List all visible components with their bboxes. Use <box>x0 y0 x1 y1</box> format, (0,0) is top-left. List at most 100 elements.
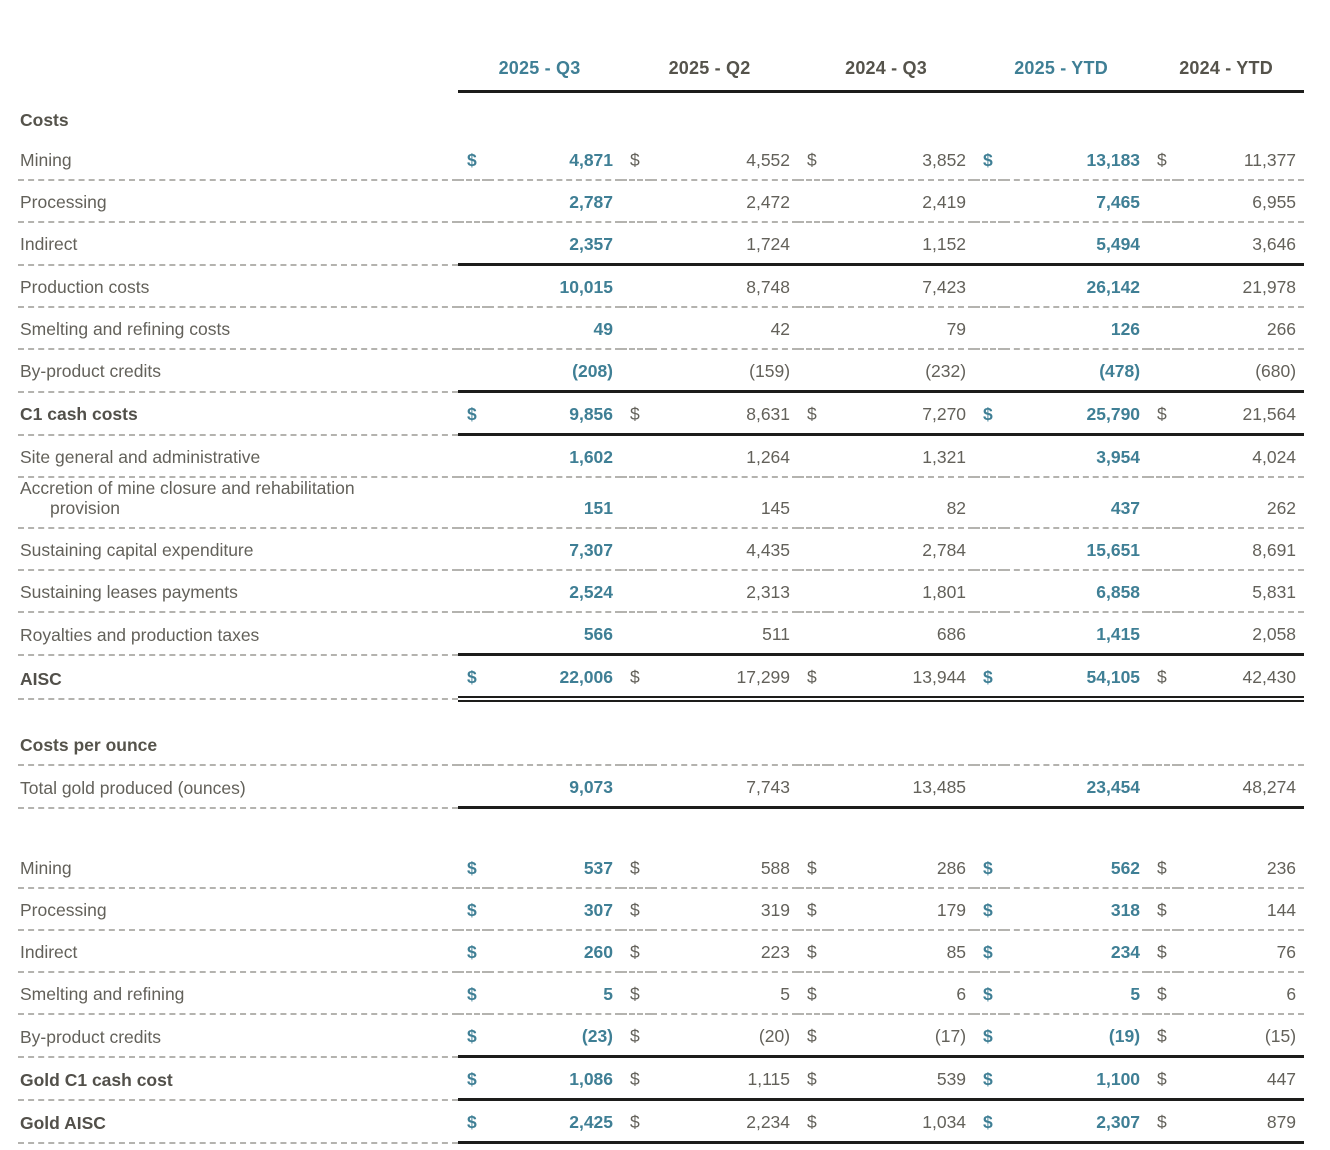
table-row-gold-aisc: Gold AISC $2,425 $2,234 $1,034 $2,307 $879 <box>18 1099 1305 1145</box>
row-label: AISC <box>18 654 458 701</box>
row-label: Smelting and refining <box>18 972 458 1016</box>
dollar-sign <box>1148 307 1179 350</box>
dollar-sign <box>974 528 1005 572</box>
cell-value: 7,465 <box>1004 180 1149 223</box>
costs-table-body: Costs Mining $4,871 $4,552 $3,852 $13,183 $11,… <box>18 92 1305 1145</box>
cell-value: 1,264 <box>651 434 799 478</box>
row-label: By-product credits <box>18 349 458 393</box>
cell-value: 2,058 <box>1178 612 1305 657</box>
row-label: Accretion of mine closure and rehabilita… <box>18 477 458 530</box>
cell-value: 79 <box>828 307 975 350</box>
cell-value: 3,852 <box>828 139 975 181</box>
dollar-sign <box>1148 765 1179 810</box>
dollar-sign <box>458 570 488 614</box>
cell-value: 562 <box>1004 847 1149 890</box>
dollar-sign: $ <box>621 972 652 1016</box>
dollar-sign: $ <box>798 1056 829 1102</box>
cell-value: 7,743 <box>651 765 799 810</box>
cell-value: 879 <box>1178 1099 1305 1145</box>
table-row-total-gold-produced-ounces: Total gold produced (ounces) 9,073 7,743 13… <box>18 765 1305 810</box>
row-label: Royalties and production taxes <box>18 612 458 656</box>
dollar-sign <box>458 477 488 530</box>
cell-value: 1,086 <box>488 1056 622 1102</box>
dollar-sign: $ <box>974 654 1005 703</box>
cell-value: 151 <box>488 477 622 530</box>
dollar-sign <box>974 307 1005 350</box>
dollar-sign <box>621 612 652 657</box>
cell-value: 4,024 <box>1178 434 1305 478</box>
row-label: Mining <box>18 139 458 181</box>
dollar-sign <box>798 222 829 266</box>
row-label: Site general and administrative <box>18 434 458 478</box>
row-label: Total gold produced (ounces) <box>18 765 458 809</box>
cell-value: 223 <box>651 930 799 974</box>
section-row-costs-per-ounce: Costs per ounce <box>18 718 1305 767</box>
dollar-sign <box>974 570 1005 614</box>
dollar-sign: $ <box>974 888 1005 932</box>
dollar-sign: $ <box>458 972 488 1016</box>
dollar-sign: $ <box>974 1014 1005 1059</box>
dollar-sign: $ <box>1148 972 1179 1016</box>
row-label: Mining <box>18 847 458 890</box>
cell-value: (232) <box>828 349 975 393</box>
dollar-sign: $ <box>1148 1014 1179 1059</box>
dollar-sign: $ <box>1148 888 1179 932</box>
table-row-processing: Processing 2,787 2,472 2,419 7,465 6,955 <box>18 180 1305 223</box>
dollar-sign: $ <box>798 391 829 436</box>
cell-value: (680) <box>1178 349 1305 393</box>
cell-value: 179 <box>828 888 975 932</box>
dollar-sign <box>798 307 829 350</box>
dollar-sign: $ <box>1148 654 1179 703</box>
header-label-spacer <box>18 40 458 92</box>
dollar-sign: $ <box>621 1056 652 1102</box>
cell-value: 6,858 <box>1004 570 1149 614</box>
dollar-sign <box>458 434 488 478</box>
dollar-sign <box>798 570 829 614</box>
spacer-row <box>18 699 1304 718</box>
cell-value: 6,955 <box>1178 180 1305 223</box>
dollar-sign: $ <box>798 139 829 181</box>
dollar-sign: $ <box>1148 139 1179 181</box>
cell-value: 236 <box>1178 847 1305 890</box>
dollar-sign <box>798 180 829 223</box>
cell-value: (17) <box>828 1014 975 1059</box>
cell-value: 1,415 <box>1004 612 1149 657</box>
cell-value: (19) <box>1004 1014 1149 1059</box>
dollar-sign: $ <box>974 1056 1005 1102</box>
cell-value: 4,435 <box>651 528 799 572</box>
dollar-sign: $ <box>1148 391 1179 436</box>
dollar-sign <box>621 528 652 572</box>
cell-value: 85 <box>828 930 975 974</box>
cell-value: 8,631 <box>651 391 799 436</box>
dollar-sign <box>974 477 1005 530</box>
dollar-sign: $ <box>798 1099 829 1145</box>
dollar-sign: $ <box>1148 1099 1179 1145</box>
cell-value: 17,299 <box>651 654 799 703</box>
table-row-aisc: AISC $22,006 $17,299 $13,944 $54,105 $42,430 <box>18 654 1305 703</box>
section-row-costs: Costs <box>18 92 1304 140</box>
cell-value: 319 <box>651 888 799 932</box>
dollar-sign <box>1148 349 1179 393</box>
cell-value: 286 <box>828 847 975 890</box>
dollar-sign: $ <box>1148 930 1179 974</box>
table-row-mining: Mining $4,871 $4,552 $3,852 $13,183 $11,377 <box>18 139 1305 181</box>
dollar-sign: $ <box>458 1099 488 1145</box>
dollar-sign <box>974 434 1005 478</box>
dollar-sign <box>798 765 829 810</box>
table-row-sustaining-capital-expenditure: Sustaining capital expenditure 7,307 4,435… <box>18 528 1305 572</box>
cell-value: 7,307 <box>488 528 622 572</box>
dollar-sign <box>1148 180 1179 223</box>
costs-table: 2025 - Q3 2025 - Q2 2024 - Q3 2025 - YTD 202… <box>18 40 1305 1145</box>
spacer-row <box>18 808 1304 848</box>
cell-value: 318 <box>1004 888 1149 932</box>
cell-value: 260 <box>488 930 622 974</box>
spacer-cell <box>18 699 1304 718</box>
dollar-sign <box>621 222 652 266</box>
dollar-sign: $ <box>621 1014 652 1059</box>
row-label: Gold C1 cash cost <box>18 1056 458 1101</box>
cell-value: 2,472 <box>651 180 799 223</box>
column-header-2024-ytd: 2024 - YTD <box>1148 40 1305 93</box>
dollar-sign <box>1148 477 1179 530</box>
cell-value: 49 <box>488 307 622 350</box>
